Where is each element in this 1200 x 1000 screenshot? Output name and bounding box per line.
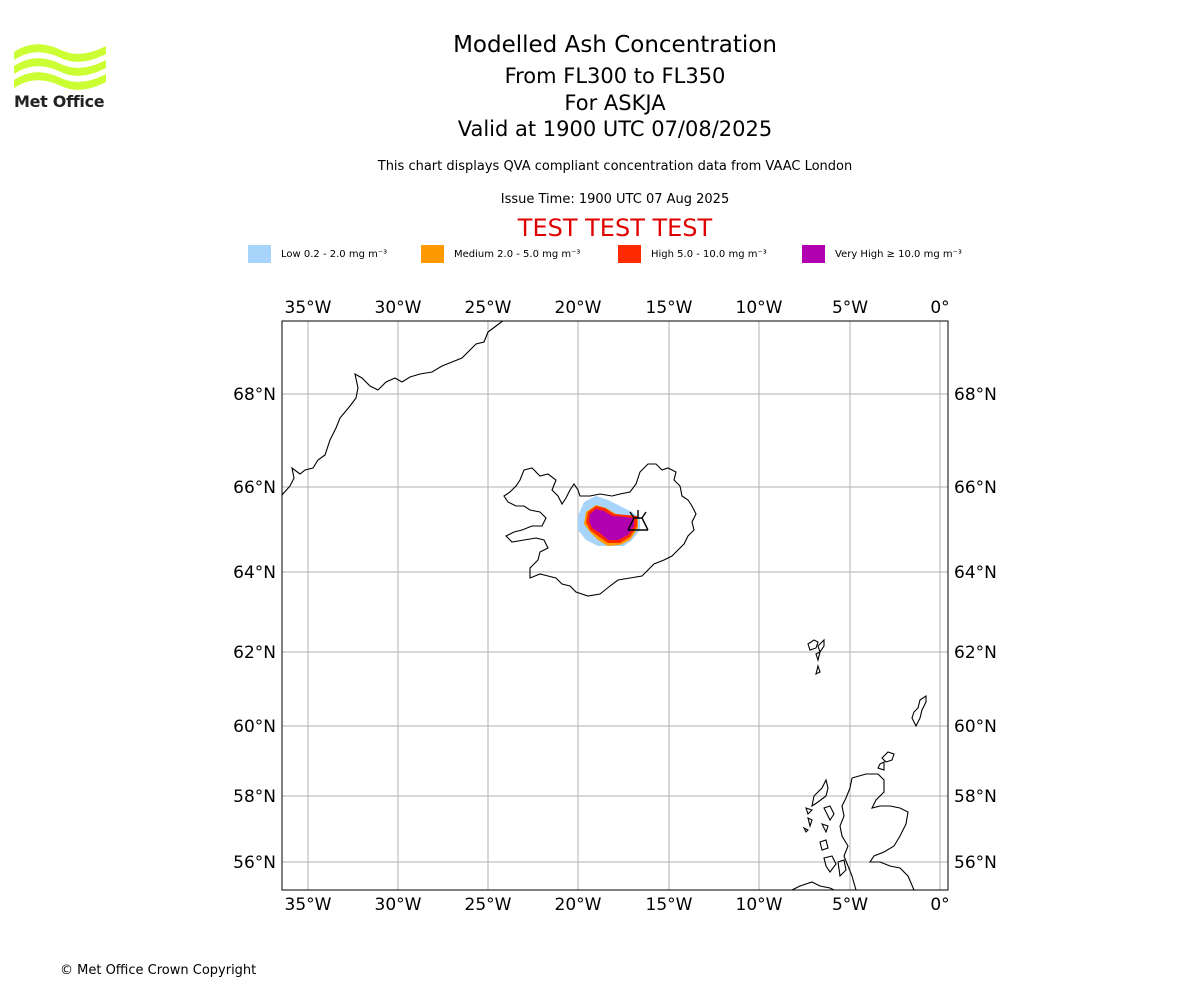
legend-swatch-low bbox=[248, 245, 271, 263]
logo-wordmark: Met Office bbox=[14, 92, 105, 111]
lon-tick-bottom: 15°W bbox=[646, 895, 693, 915]
met-office-logo-icon bbox=[14, 44, 106, 90]
lon-tick-bottom: 20°W bbox=[555, 895, 602, 915]
lat-tick-right: 58°N bbox=[954, 787, 997, 807]
lon-tick-top: 35°W bbox=[285, 298, 332, 318]
lat-tick-left: 68°N bbox=[233, 385, 276, 405]
lon-tick-bottom: 35°W bbox=[285, 895, 332, 915]
test-banner: TEST TEST TEST bbox=[517, 214, 713, 242]
legend-item-medium: Medium 2.0 - 5.0 mg m⁻³ bbox=[421, 244, 580, 264]
lat-tick-left: 58°N bbox=[233, 787, 276, 807]
lat-tick-right: 66°N bbox=[954, 478, 997, 498]
lat-tick-right: 56°N bbox=[954, 853, 997, 873]
valid-time: Valid at 1900 UTC 07/08/2025 bbox=[457, 117, 773, 141]
copyright-notice: © Met Office Crown Copyright bbox=[60, 963, 257, 978]
lon-tick-top: 15°W bbox=[646, 298, 693, 318]
lon-tick-bottom: 5°W bbox=[832, 895, 868, 915]
lon-tick-bottom: 0° bbox=[930, 895, 949, 915]
lat-tick-left: 66°N bbox=[233, 478, 276, 498]
issue-time: Issue Time: 1900 UTC 07 Aug 2025 bbox=[500, 192, 730, 207]
legend-label-high: High 5.0 - 10.0 mg m⁻³ bbox=[651, 248, 767, 260]
legend-item-high: High 5.0 - 10.0 mg m⁻³ bbox=[618, 244, 767, 264]
legend-item-very-high: Very High ≥ 10.0 mg m⁻³ bbox=[802, 244, 962, 264]
lat-tick-right: 60°N bbox=[954, 717, 997, 737]
lat-tick-right: 62°N bbox=[954, 643, 997, 663]
lon-tick-top: 30°W bbox=[375, 298, 422, 318]
lat-tick-left: 64°N bbox=[233, 563, 276, 583]
legend-label-very-high: Very High ≥ 10.0 mg m⁻³ bbox=[835, 248, 962, 260]
lat-tick-right: 68°N bbox=[954, 385, 997, 405]
lat-tick-left: 60°N bbox=[233, 717, 276, 737]
lon-tick-bottom: 10°W bbox=[736, 895, 783, 915]
ash-plume bbox=[578, 496, 640, 546]
lat-tick-right: 64°N bbox=[954, 563, 997, 583]
legend-label-low: Low 0.2 - 2.0 mg m⁻³ bbox=[281, 248, 388, 260]
lat-tick-left: 62°N bbox=[233, 643, 276, 663]
lon-tick-top: 0° bbox=[930, 298, 949, 318]
lon-tick-bottom: 30°W bbox=[375, 895, 422, 915]
lon-tick-top: 25°W bbox=[465, 298, 512, 318]
legend-label-medium: Medium 2.0 - 5.0 mg m⁻³ bbox=[454, 248, 581, 260]
map-gridlines bbox=[282, 321, 948, 890]
lon-tick-top: 5°W bbox=[832, 298, 868, 318]
flight-level-range: From FL300 to FL350 bbox=[504, 64, 726, 88]
lon-tick-top: 10°W bbox=[736, 298, 783, 318]
chart-description: This chart displays QVA compliant concen… bbox=[377, 159, 853, 174]
coastlines bbox=[282, 321, 927, 890]
lat-tick-left: 56°N bbox=[233, 853, 276, 873]
chart-title: Modelled Ash Concentration bbox=[453, 32, 777, 58]
lon-tick-bottom: 25°W bbox=[465, 895, 512, 915]
legend-swatch-high bbox=[618, 245, 641, 263]
lon-tick-top: 20°W bbox=[555, 298, 602, 318]
map-frame bbox=[281, 320, 949, 891]
volcano-name: For ASKJA bbox=[564, 91, 666, 115]
volcano-icon bbox=[627, 510, 649, 531]
legend-item-low: Low 0.2 - 2.0 mg m⁻³ bbox=[248, 244, 387, 264]
legend-swatch-very-high bbox=[802, 245, 825, 263]
legend-swatch-medium bbox=[421, 245, 444, 263]
